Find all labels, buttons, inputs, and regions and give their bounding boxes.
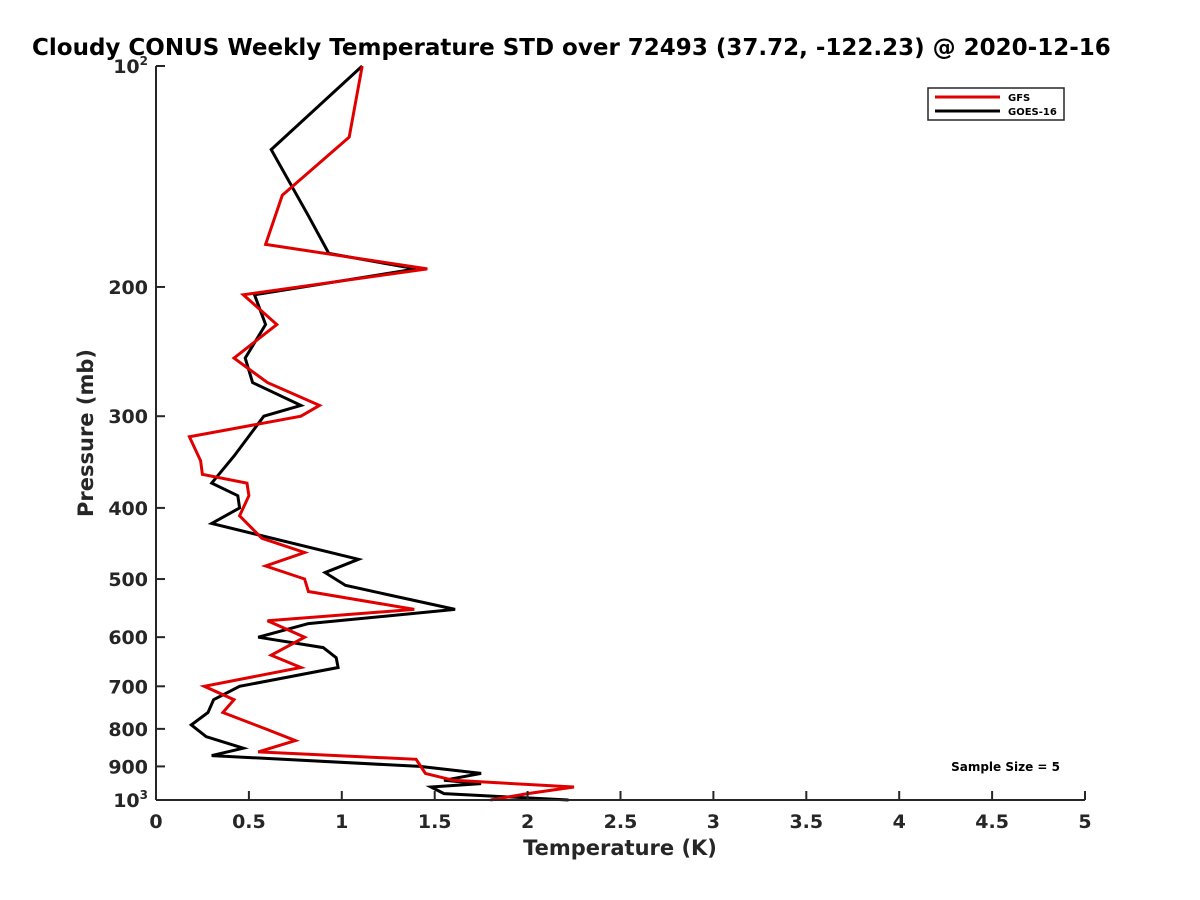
x-tick-label: 1 [335, 811, 348, 833]
legend-label: GFS [1008, 93, 1030, 104]
x-axis-label: Temperature (K) [523, 836, 717, 860]
axes [155, 66, 1085, 801]
y-tick-base: 10 [113, 790, 139, 812]
x-tick-label: 1.5 [418, 811, 452, 833]
x-tick-label: 5 [1078, 811, 1091, 833]
legend-box [927, 87, 1065, 121]
y-tick-exponent: 3 [140, 788, 148, 802]
chart-title: Cloudy CONUS Weekly Temperature STD over… [32, 35, 1111, 61]
y-tick-base: 200 [108, 277, 148, 299]
y-tick-label: 700 [108, 676, 148, 698]
y-tick-label: 300 [108, 406, 148, 428]
y-tick-base: 700 [108, 676, 148, 698]
x-tick-label: 0.5 [232, 811, 266, 833]
y-tick-label: 103 [113, 788, 148, 812]
sample-size-annotation: Sample Size = 5 [951, 760, 1060, 774]
legend: GFS GOES-16 [927, 87, 1065, 121]
x-tick-label: 3.5 [789, 811, 823, 833]
y-tick-base: 600 [108, 627, 148, 649]
x-tick-label: 0 [149, 811, 162, 833]
y-tick-label: 102 [113, 54, 148, 78]
y-axis-label: Pressure (mb) [74, 349, 98, 517]
y-tick-label: 500 [108, 569, 148, 591]
x-tick-label: 2 [521, 811, 534, 833]
y-tick-base: 10 [113, 56, 139, 78]
y-tick-label: 200 [108, 277, 148, 299]
y-tick-label: 900 [108, 756, 148, 778]
series-line-gfs [187, 65, 575, 802]
y-tick-label: 400 [108, 498, 148, 520]
x-tick-label: 4.5 [975, 811, 1009, 833]
x-axis-ticks: 0 0.5 1 1.5 2 2.5 3 3.5 4 4.5 5 [149, 791, 1092, 833]
x-tick-label: 3 [707, 811, 720, 833]
y-tick-base: 500 [108, 569, 148, 591]
x-tick-label: 4 [893, 811, 906, 833]
y-tick-base: 300 [108, 406, 148, 428]
y-tick-label: 800 [108, 719, 148, 741]
y-tick-base: 400 [108, 498, 148, 520]
series-line-goes-16 [188, 64, 569, 802]
y-tick-exponent: 2 [140, 54, 148, 68]
x-tick-label: 2.5 [604, 811, 638, 833]
legend-label: GOES-16 [1008, 107, 1057, 118]
plot-series [187, 64, 575, 802]
y-tick-base: 900 [108, 756, 148, 778]
y-tick-base: 800 [108, 719, 148, 741]
y-tick-label: 600 [108, 627, 148, 649]
